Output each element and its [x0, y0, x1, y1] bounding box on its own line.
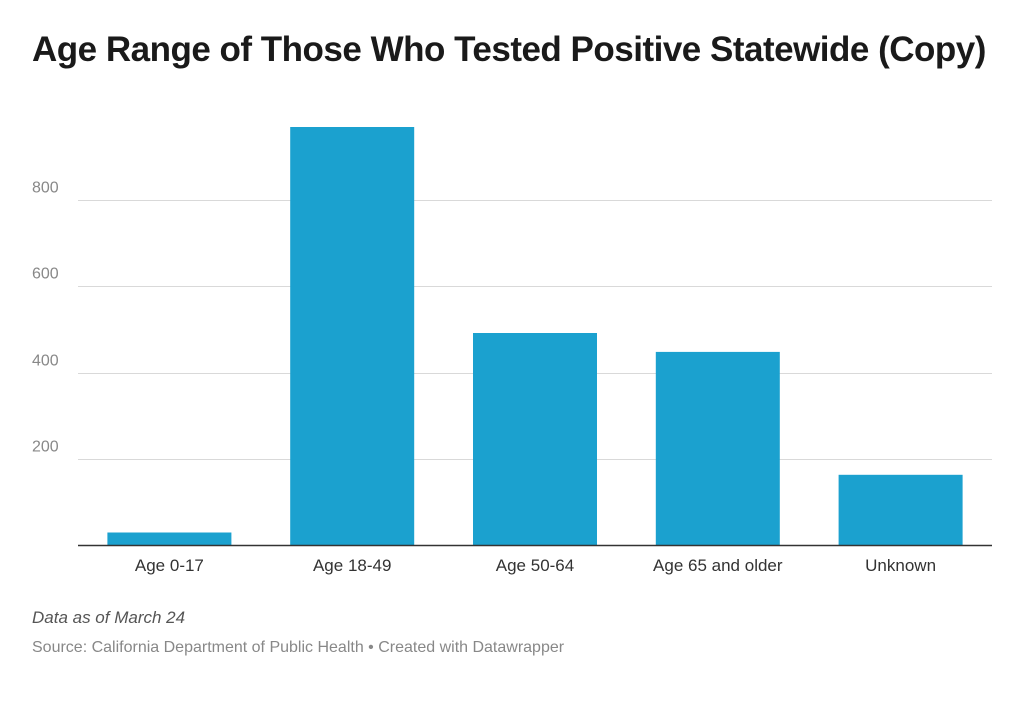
x-tick-label: Age 18-49: [313, 556, 391, 575]
bar: [107, 532, 232, 545]
y-tick-label: 200: [32, 439, 59, 456]
x-tick-label: Unknown: [865, 556, 936, 575]
source-credit: Source: California Department of Public …: [32, 639, 565, 656]
y-tick-label: 600: [32, 266, 59, 283]
bar: [655, 351, 780, 545]
y-tick-labels: 200 400 600 800: [32, 180, 59, 456]
chart-title: Age Range of Those Who Tested Positive S…: [32, 30, 986, 69]
y-tick-label: 800: [32, 180, 59, 197]
bar: [838, 474, 963, 545]
x-tick-labels: Age 0-17 Age 18-49 Age 50-64 Age 65 and old…: [135, 556, 936, 575]
x-tick-label: Age 65 and older: [653, 556, 783, 575]
bar: [290, 127, 415, 545]
x-tick-label: Age 0-17: [135, 556, 204, 575]
x-tick-label: Age 50-64: [496, 556, 574, 575]
bar: [473, 333, 597, 545]
data-date-note: Data as of March 24: [32, 608, 186, 627]
y-tick-label: 400: [32, 353, 59, 370]
bars: [107, 127, 963, 545]
